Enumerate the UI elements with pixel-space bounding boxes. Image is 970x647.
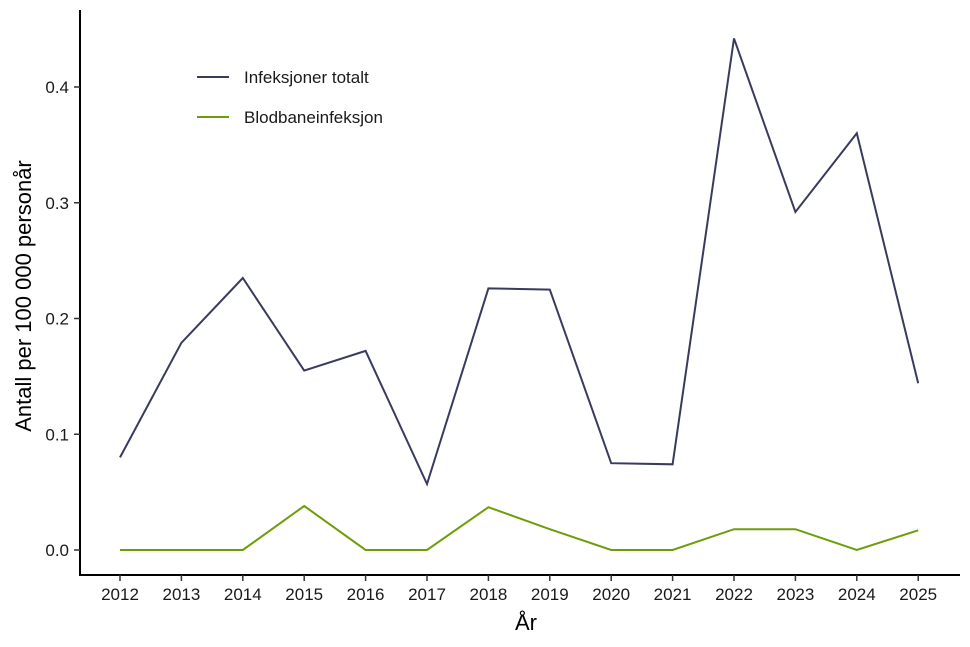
series-line-infeksjoner-totalt — [119, 38, 920, 487]
legend-label-infeksjoner-totalt: Infeksjoner totalt — [244, 68, 369, 87]
y-axis: 0.0 0.1 0.2 0.3 0.4 — [45, 10, 81, 576]
x-tick-label: 2020 — [592, 585, 630, 604]
x-tick-label: 2014 — [224, 585, 262, 604]
y-tick-label: 0.3 — [45, 194, 69, 213]
x-tick-label: 2021 — [654, 585, 692, 604]
y-tick-label: 0.2 — [45, 310, 69, 329]
x-tick-label: 2024 — [838, 585, 876, 604]
x-tick-label: 2012 — [101, 585, 139, 604]
series-line-blodbaneinfeksjon — [120, 504, 919, 552]
x-tick-label: 2025 — [899, 585, 937, 604]
x-tick-label: 2016 — [347, 585, 385, 604]
x-axis-title: År — [515, 610, 537, 635]
x-tick-label: 2017 — [408, 585, 446, 604]
x-tick-label: 2022 — [715, 585, 753, 604]
y-tick-label: 0.0 — [45, 541, 69, 560]
y-tick-label: 0.1 — [45, 425, 69, 444]
x-tick-label: 2013 — [162, 585, 200, 604]
x-tick-label: 2023 — [776, 585, 814, 604]
x-tick-label: 2018 — [469, 585, 507, 604]
legend: Infeksjoner totalt Blodbaneinfeksjon — [197, 68, 383, 127]
y-axis-title: Antall per 100 000 personår — [11, 160, 36, 432]
x-axis: 2012 2013 2014 2015 2016 2017 2018 2019 2020 2021… — [79, 574, 960, 604]
y-tick-label: 0.4 — [45, 78, 69, 97]
x-tick-label: 2019 — [531, 585, 569, 604]
series-layer — [119, 38, 920, 552]
x-tick-label: 2015 — [285, 585, 323, 604]
legend-label-blodbaneinfeksjon: Blodbaneinfeksjon — [244, 108, 383, 127]
